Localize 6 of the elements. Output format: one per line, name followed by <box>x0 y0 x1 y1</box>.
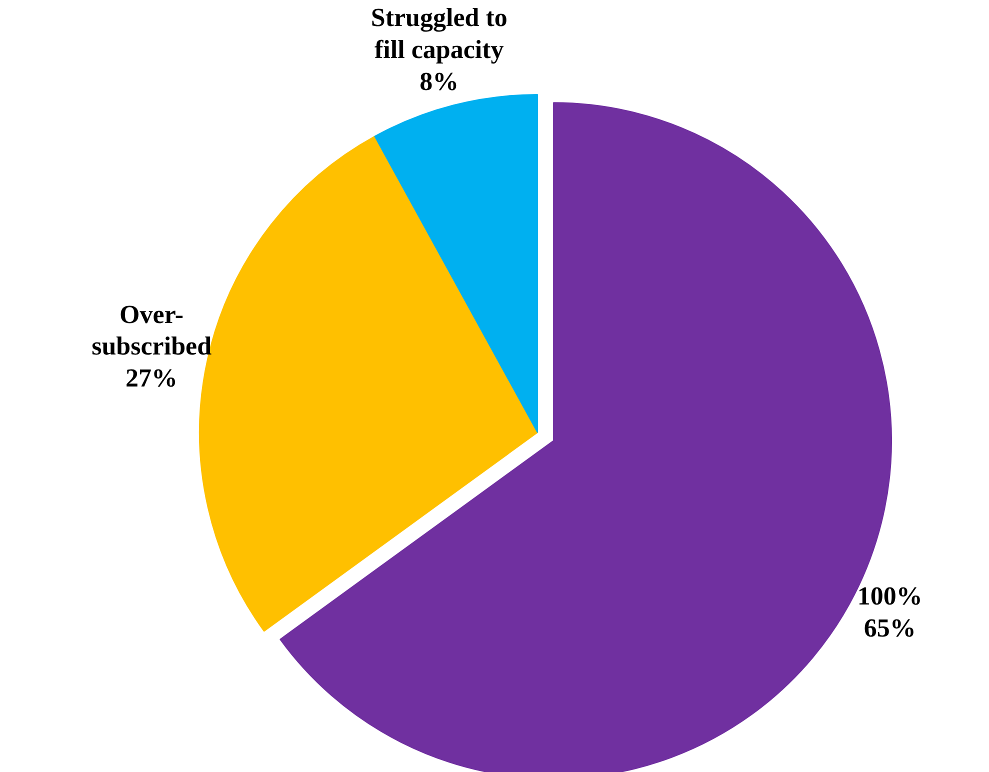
data-label: 27% <box>126 364 178 393</box>
slice-label: 100% <box>857 582 922 611</box>
slice-label: Over-subscribed <box>92 300 212 361</box>
slice-label: Struggled to fill capacity <box>370 3 508 64</box>
data-label: 8% <box>420 66 459 96</box>
data-label: 65% <box>864 613 916 642</box>
